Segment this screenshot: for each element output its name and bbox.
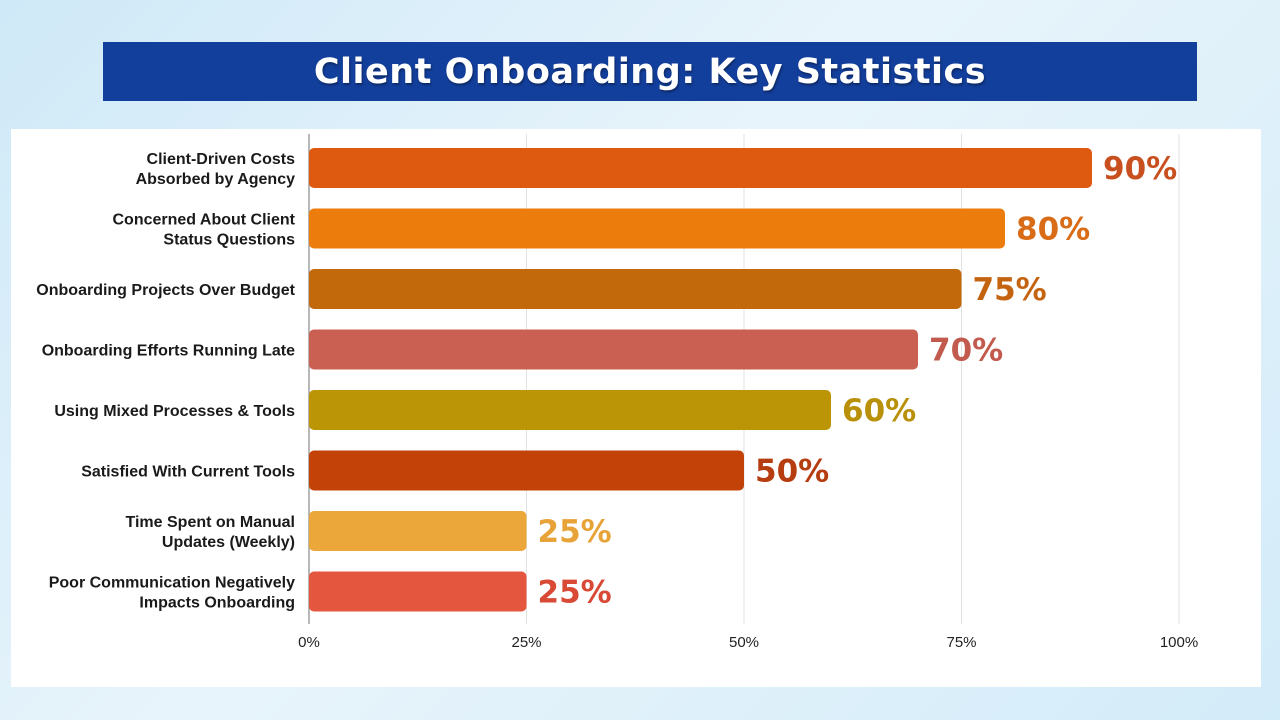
category-label-line: Onboarding Projects Over Budget: [36, 282, 295, 299]
bar-chart: Client-Driven Costs Absorbed by Agency 90%…: [36, 134, 1198, 651]
value-label: 50%: [755, 454, 829, 490]
category-label: Onboarding Projects Over Budget: [36, 282, 295, 299]
bar: [309, 511, 527, 551]
category-label: Onboarding Efforts Running Late: [42, 343, 295, 360]
bar: [309, 329, 918, 370]
category-label-line: Onboarding Efforts Running Late: [42, 343, 295, 360]
title-banner: Client Onboarding: Key Statistics: [103, 42, 1197, 101]
category-label-line: Poor Communication Negatively: [49, 575, 295, 592]
category-label: Poor Communication Negatively Impacts Onb…: [49, 575, 295, 612]
x-tick-label: 50%: [729, 634, 759, 651]
category-label-line: Impacts Onboarding: [139, 595, 295, 612]
value-label: 70%: [929, 333, 1003, 369]
category-label-line: Using Mixed Processes & Tools: [54, 403, 295, 420]
category-label-line: Satisfied With Current Tools: [81, 464, 295, 481]
bar: [309, 208, 1005, 249]
value-label: 90%: [1103, 151, 1177, 187]
chart-title: Client Onboarding: Key Statistics: [313, 51, 987, 92]
value-label: 60%: [842, 393, 916, 429]
category-label-line: Absorbed by Agency: [136, 171, 296, 188]
bar: [309, 450, 744, 491]
x-tick-label: 100%: [1160, 634, 1198, 651]
x-tick-label: 25%: [511, 634, 541, 651]
x-tick-label: 75%: [946, 634, 976, 651]
category-label: Client-Driven Costs Absorbed by Agency: [136, 151, 296, 188]
bar: [309, 148, 1092, 188]
category-label-line: Client-Driven Costs: [147, 151, 296, 168]
bar: [309, 269, 962, 309]
category-label-line: Concerned About Client: [112, 212, 295, 229]
value-label: 25%: [538, 575, 612, 611]
value-label: 75%: [973, 272, 1047, 308]
category-label: Satisfied With Current Tools: [81, 464, 295, 481]
category-label-line: Time Spent on Manual: [126, 514, 296, 531]
value-label: 25%: [538, 514, 612, 550]
value-label: 80%: [1016, 212, 1090, 248]
category-label-line: Updates (Weekly): [162, 534, 295, 551]
category-label: Time Spent on Manual Updates (Weekly): [126, 514, 296, 551]
chart-panel: Client-Driven Costs Absorbed by Agency 90%…: [11, 129, 1261, 687]
x-tick-label: 0%: [298, 634, 320, 651]
bar: [309, 390, 831, 430]
bar: [309, 571, 527, 612]
category-label: Using Mixed Processes & Tools: [54, 403, 295, 420]
category-label: Concerned About Client Status Questions: [112, 212, 295, 249]
category-label-line: Status Questions: [163, 232, 295, 249]
